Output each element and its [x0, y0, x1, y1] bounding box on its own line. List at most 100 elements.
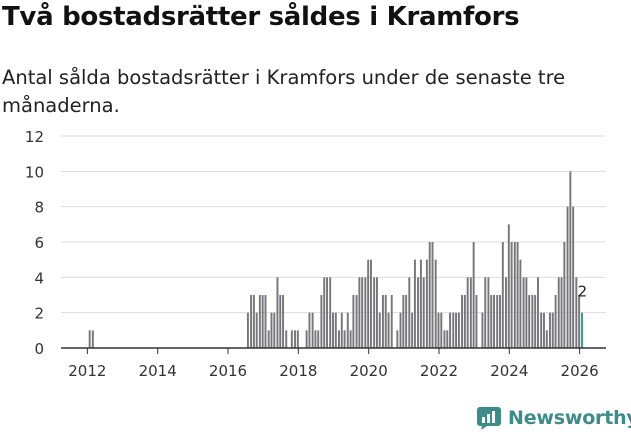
- bar: [566, 206, 569, 348]
- bar: [323, 277, 326, 348]
- bar: [540, 312, 543, 348]
- bar: [425, 259, 428, 348]
- bar: [469, 277, 472, 348]
- bar: [373, 277, 376, 348]
- bar: [513, 242, 516, 348]
- chart-subtitle: Antal sålda bostadsrätter i Kramfors und…: [2, 66, 566, 117]
- bar: [575, 277, 578, 348]
- bar: [317, 330, 320, 348]
- bar: [326, 277, 328, 348]
- bar: [496, 295, 499, 348]
- bar: [463, 295, 466, 348]
- bar: [537, 277, 539, 348]
- bar: [490, 295, 493, 348]
- bar: [457, 312, 460, 348]
- bar: [449, 312, 452, 348]
- bar: [387, 312, 390, 348]
- bar: [338, 330, 340, 348]
- newsworthy-logo-icon: [477, 407, 501, 430]
- bar: [455, 312, 458, 348]
- bar: [461, 295, 464, 348]
- bar: [505, 277, 507, 348]
- bar: [419, 259, 422, 348]
- bar: [452, 312, 455, 348]
- bar: [560, 277, 563, 348]
- bar: [378, 312, 381, 348]
- bar: [314, 330, 317, 348]
- bar: [250, 295, 253, 348]
- bar: [499, 295, 501, 348]
- bar: [548, 312, 551, 348]
- bar: [428, 242, 431, 348]
- chart-title: Två bostadsrätter såldes i Kramfors: [2, 2, 520, 32]
- y-tick-label: 2: [34, 305, 44, 323]
- bar: [572, 206, 575, 348]
- bar: [320, 295, 323, 348]
- bar: [422, 277, 425, 348]
- bar: [516, 242, 519, 348]
- newsworthy-logo[interactable]: Newsworthy: [476, 405, 631, 431]
- x-tick-label: 2016: [209, 362, 247, 380]
- bar: [352, 295, 355, 348]
- bar: [332, 312, 334, 348]
- bar: [551, 312, 554, 348]
- bar: [270, 312, 273, 348]
- bar: [91, 330, 94, 348]
- bar: [531, 295, 534, 348]
- bar: [258, 295, 261, 348]
- bar: [525, 277, 528, 348]
- x-tick-label: 2018: [279, 362, 317, 380]
- bar: [264, 295, 267, 348]
- bar: [370, 259, 372, 348]
- bar: [358, 277, 361, 348]
- bar: [554, 295, 557, 348]
- bar: [443, 330, 446, 348]
- bar: [396, 330, 399, 348]
- bar: [507, 224, 510, 348]
- bar: [390, 295, 393, 348]
- bar: [252, 295, 255, 348]
- bar: [334, 312, 337, 348]
- bar: [279, 295, 282, 348]
- bar: [276, 277, 279, 348]
- bar: [522, 277, 525, 348]
- bar: [361, 277, 364, 348]
- bar: [434, 259, 437, 348]
- bar: [510, 242, 513, 348]
- bar: [246, 312, 249, 348]
- bar: [349, 330, 352, 348]
- bar: [475, 295, 478, 348]
- bar: [290, 330, 293, 348]
- y-tick-label: 0: [34, 340, 44, 358]
- bar: [472, 242, 475, 348]
- bar: [493, 295, 496, 348]
- bar: [364, 277, 367, 348]
- bar: [355, 295, 358, 348]
- bar: [384, 295, 387, 348]
- bar: [381, 295, 384, 348]
- bar: [557, 277, 560, 348]
- bar: [367, 259, 370, 348]
- x-tick-label: 2024: [490, 362, 528, 380]
- bar: [282, 295, 285, 348]
- bar: [519, 259, 522, 348]
- bar: [294, 330, 296, 348]
- bar: [578, 295, 581, 348]
- bar: [411, 312, 414, 348]
- bar: [285, 330, 288, 348]
- bar: [405, 295, 408, 348]
- bar: [255, 312, 258, 348]
- bar: [329, 277, 332, 348]
- bar: [399, 312, 402, 348]
- bar: [431, 242, 434, 348]
- bar: [343, 330, 346, 348]
- bar: [484, 277, 487, 348]
- y-tick-label: 6: [34, 234, 44, 252]
- bar: [296, 330, 299, 348]
- x-tick-label: 2012: [68, 362, 106, 380]
- x-tick-label: 2022: [420, 362, 458, 380]
- y-tick-label: 4: [34, 269, 44, 287]
- bar: [375, 277, 378, 348]
- bar: [88, 330, 91, 348]
